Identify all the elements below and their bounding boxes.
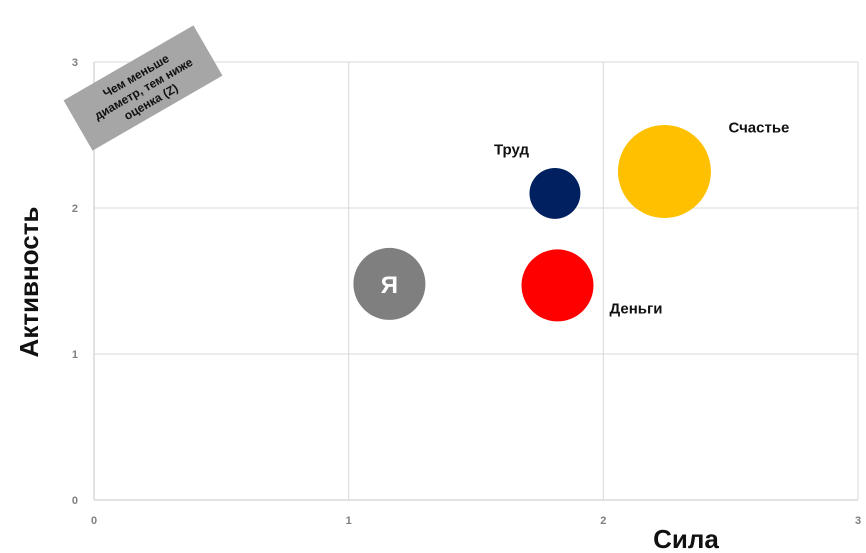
y-tick-label: 1 bbox=[72, 349, 78, 361]
y-axis-title: Активность bbox=[14, 207, 44, 358]
y-tick-label: 0 bbox=[72, 495, 78, 507]
bubble-label: Я bbox=[381, 272, 398, 299]
bubble-label: Труд bbox=[494, 141, 530, 158]
annotation-box bbox=[63, 25, 223, 151]
bubble-4 bbox=[617, 125, 711, 218]
bubble-2 bbox=[521, 249, 594, 322]
bubble-labels: Я Деньги Труд Счастье bbox=[381, 120, 790, 318]
x-tick-label: 1 bbox=[346, 515, 352, 527]
grid-lines bbox=[93, 61, 859, 501]
x-axis-title: Сила bbox=[653, 524, 719, 553]
annotation-note: Чем меньшедиаметр, тем нижеоценка (Z) bbox=[63, 25, 223, 151]
y-tick-label: 2 bbox=[72, 203, 78, 215]
x-tick-label: 2 bbox=[600, 515, 606, 527]
y-axis-ticks: 0 1 2 3 bbox=[72, 57, 78, 507]
y-tick-label: 3 bbox=[72, 57, 78, 69]
bubble-label: Счастье bbox=[728, 120, 789, 137]
x-tick-label: 3 bbox=[855, 515, 861, 527]
bubble-3 bbox=[529, 167, 581, 219]
x-axis-ticks: 0 1 2 3 bbox=[91, 515, 861, 527]
bubbles bbox=[353, 125, 711, 322]
bubble-label: Деньги bbox=[609, 300, 662, 317]
x-tick-label: 0 bbox=[91, 515, 97, 527]
bubble-1 bbox=[353, 247, 426, 320]
